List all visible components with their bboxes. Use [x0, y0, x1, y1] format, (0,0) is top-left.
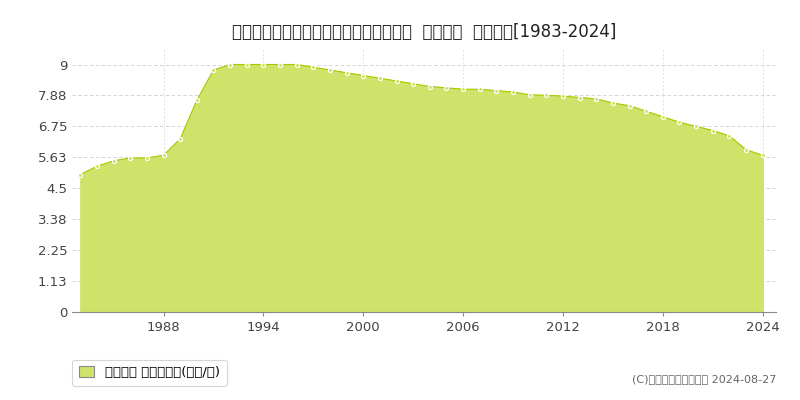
Text: (C)土地価格ドットコム 2024-08-27: (C)土地価格ドットコム 2024-08-27 — [632, 374, 776, 384]
Title: 栃木県足利市菅田町字東根８６９番１外  地価公示  地価推移[1983-2024]: 栃木県足利市菅田町字東根８６９番１外 地価公示 地価推移[1983-2024] — [232, 23, 616, 41]
Legend: 地価公示 平均坪単価(万円/坪): 地価公示 平均坪単価(万円/坪) — [72, 360, 226, 386]
